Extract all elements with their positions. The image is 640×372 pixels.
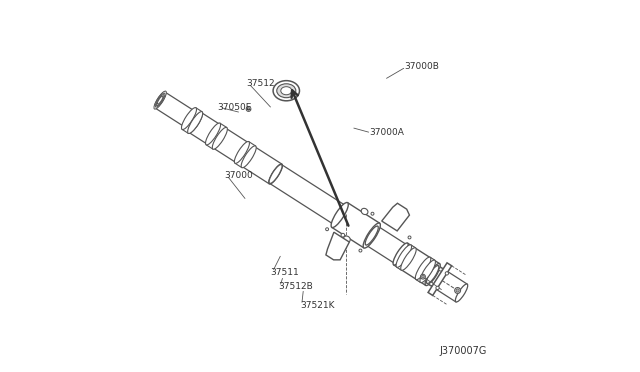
Text: 37050E: 37050E (218, 103, 252, 112)
Ellipse shape (422, 275, 424, 278)
Ellipse shape (188, 112, 203, 134)
Ellipse shape (394, 244, 407, 263)
Ellipse shape (333, 205, 346, 225)
Ellipse shape (445, 272, 449, 275)
Ellipse shape (157, 96, 163, 104)
Ellipse shape (273, 81, 300, 101)
Ellipse shape (454, 288, 461, 294)
Polygon shape (365, 226, 406, 263)
Ellipse shape (426, 266, 439, 283)
Ellipse shape (189, 113, 202, 133)
Ellipse shape (154, 91, 166, 109)
Ellipse shape (371, 212, 374, 215)
Text: 37512B: 37512B (278, 282, 312, 291)
Text: 37521K: 37521K (300, 301, 334, 310)
Ellipse shape (156, 94, 164, 106)
Ellipse shape (363, 223, 380, 248)
Polygon shape (381, 203, 410, 231)
Ellipse shape (326, 228, 328, 231)
Ellipse shape (439, 268, 442, 271)
Ellipse shape (246, 107, 251, 112)
Ellipse shape (456, 289, 460, 292)
Ellipse shape (341, 233, 345, 237)
Text: 37512: 37512 (246, 79, 275, 88)
Ellipse shape (205, 123, 221, 145)
Text: 37000: 37000 (225, 170, 253, 180)
Ellipse shape (269, 164, 282, 184)
Ellipse shape (247, 108, 250, 110)
Ellipse shape (344, 236, 350, 242)
Ellipse shape (276, 84, 296, 98)
Polygon shape (269, 164, 346, 224)
Ellipse shape (281, 87, 292, 95)
Ellipse shape (365, 226, 378, 245)
Ellipse shape (212, 127, 227, 149)
Ellipse shape (184, 110, 195, 126)
Ellipse shape (425, 263, 440, 286)
Ellipse shape (408, 236, 411, 239)
Ellipse shape (156, 93, 165, 107)
Polygon shape (155, 92, 194, 126)
Text: 37511: 37511 (271, 267, 300, 277)
Ellipse shape (429, 282, 433, 286)
Ellipse shape (420, 260, 435, 283)
Ellipse shape (155, 92, 166, 108)
Polygon shape (427, 266, 467, 302)
Ellipse shape (359, 249, 362, 252)
Ellipse shape (396, 245, 412, 267)
Polygon shape (397, 245, 415, 270)
Ellipse shape (241, 146, 256, 168)
Text: 37000A: 37000A (369, 128, 404, 137)
Polygon shape (332, 203, 380, 248)
Ellipse shape (420, 274, 426, 279)
Polygon shape (235, 142, 255, 167)
Text: 37000B: 37000B (404, 62, 439, 71)
Polygon shape (416, 257, 435, 282)
Polygon shape (189, 113, 282, 184)
Ellipse shape (269, 164, 282, 183)
Polygon shape (428, 263, 452, 295)
Ellipse shape (331, 202, 348, 228)
Polygon shape (326, 232, 349, 260)
Ellipse shape (393, 243, 408, 265)
Polygon shape (206, 123, 227, 149)
Ellipse shape (455, 284, 468, 302)
Ellipse shape (436, 286, 439, 289)
Ellipse shape (361, 208, 368, 215)
Ellipse shape (234, 141, 250, 163)
Polygon shape (182, 108, 202, 133)
Ellipse shape (182, 108, 196, 129)
Ellipse shape (401, 248, 416, 270)
Ellipse shape (415, 257, 431, 280)
Text: J370007G: J370007G (439, 346, 487, 356)
Polygon shape (394, 243, 440, 285)
